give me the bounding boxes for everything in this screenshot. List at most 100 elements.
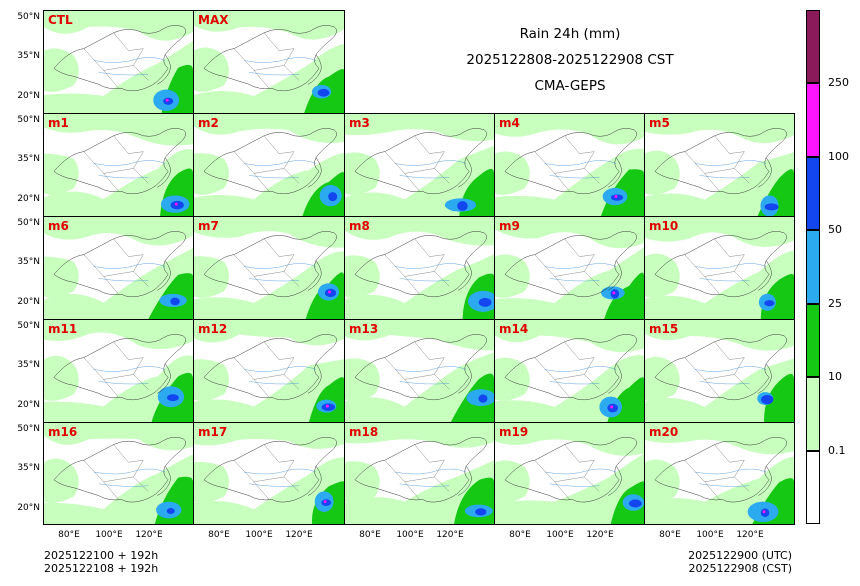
map-panel-m10: m10 bbox=[644, 216, 795, 320]
panel-label: m13 bbox=[349, 322, 379, 336]
colorbar-level-label: 50 bbox=[828, 223, 842, 237]
map-panel-m7: m7 bbox=[193, 216, 345, 320]
lon-tick-label: 80°E bbox=[659, 530, 681, 540]
colorbar-segment bbox=[806, 83, 820, 157]
panel-label: m16 bbox=[48, 425, 78, 439]
panel-label: m6 bbox=[48, 219, 69, 233]
panel-label: m2 bbox=[198, 116, 219, 130]
lat-tick-label: 50°N bbox=[17, 115, 40, 125]
lon-tick-label: 120°E bbox=[285, 530, 313, 540]
colorbar-segment bbox=[806, 303, 820, 378]
map-panel-m17: m17 bbox=[193, 422, 345, 525]
map-panel-m8: m8 bbox=[344, 216, 495, 320]
precip-map bbox=[345, 320, 494, 422]
lon-tick-label: 100°E bbox=[245, 530, 273, 540]
lat-tick-label: 50°N bbox=[17, 12, 40, 22]
panel-label: m5 bbox=[649, 116, 670, 130]
panel-label: m3 bbox=[349, 116, 370, 130]
colorbar-segment bbox=[806, 230, 820, 304]
precip-map bbox=[44, 217, 193, 319]
lon-tick-label: 100°E bbox=[696, 530, 724, 540]
lat-tick-label: 35°N bbox=[17, 463, 40, 473]
map-panel-m11: m11 bbox=[43, 319, 194, 423]
panel-label: m15 bbox=[649, 322, 679, 336]
panel-label: m17 bbox=[198, 425, 228, 439]
map-panel-m12: m12 bbox=[193, 319, 345, 423]
colorbar-segment bbox=[806, 156, 820, 231]
panel-label: m9 bbox=[499, 219, 520, 233]
lat-tick-label: 50°N bbox=[17, 218, 40, 228]
precip-map bbox=[44, 423, 193, 524]
map-panel-m2: m2 bbox=[193, 113, 345, 217]
colorbar-segment bbox=[806, 450, 820, 524]
title-model: CMA-GEPS bbox=[534, 78, 606, 94]
lat-tick-label: 20°N bbox=[17, 503, 40, 513]
precip-map bbox=[194, 423, 344, 524]
precip-map bbox=[44, 114, 193, 216]
lat-tick-label: 20°N bbox=[17, 91, 40, 101]
colorbar-level-label: 0.1 bbox=[828, 443, 846, 457]
footer-valid-utc: 2025122900 (UTC) bbox=[688, 549, 792, 562]
map-panel-m6: m6 bbox=[43, 216, 194, 320]
lon-tick-label: 80°E bbox=[359, 530, 381, 540]
panel-label: m19 bbox=[499, 425, 529, 439]
map-panel-m18: m18 bbox=[344, 422, 495, 525]
panel-label: m18 bbox=[349, 425, 379, 439]
colorbar-level-label: 250 bbox=[828, 76, 849, 90]
panel-label: m14 bbox=[499, 322, 529, 336]
map-panel-m13: m13 bbox=[344, 319, 495, 423]
precip-map bbox=[194, 114, 344, 216]
precip-map bbox=[645, 320, 794, 422]
precip-map bbox=[44, 320, 193, 422]
map-panel-m15: m15 bbox=[644, 319, 795, 423]
colorbar-level-label: 100 bbox=[828, 149, 849, 163]
precip-map bbox=[194, 217, 344, 319]
precip-map bbox=[194, 11, 344, 113]
footer-valid-time: 2025122900 (UTC) 2025122908 (CST) bbox=[680, 549, 792, 575]
title-variable: Rain 24h (mm) bbox=[519, 26, 621, 42]
precip-map bbox=[645, 114, 794, 216]
panel-label: CTL bbox=[48, 13, 73, 27]
panel-label: m1 bbox=[48, 116, 69, 130]
footer-init-utc: 2025122100 + 192h bbox=[44, 549, 159, 562]
lon-tick-label: 120°E bbox=[586, 530, 614, 540]
map-panel-m3: m3 bbox=[344, 113, 495, 217]
map-panel-m20: m20 bbox=[644, 422, 795, 525]
map-panel-ctl: CTL bbox=[43, 10, 194, 114]
footer-valid-cst: 2025122908 (CST) bbox=[688, 562, 792, 575]
lon-tick-label: 120°E bbox=[736, 530, 764, 540]
precip-map bbox=[495, 320, 644, 422]
panel-label: m10 bbox=[649, 219, 679, 233]
panel-label: m4 bbox=[499, 116, 520, 130]
precip-map bbox=[495, 114, 644, 216]
colorbar-level-label: 10 bbox=[828, 370, 842, 384]
lat-tick-label: 35°N bbox=[17, 257, 40, 267]
lon-tick-label: 100°E bbox=[396, 530, 424, 540]
lon-tick-label: 120°E bbox=[436, 530, 464, 540]
lat-tick-label: 35°N bbox=[17, 51, 40, 61]
lat-tick-label: 20°N bbox=[17, 297, 40, 307]
panel-label: m20 bbox=[649, 425, 679, 439]
panel-label: m7 bbox=[198, 219, 219, 233]
panel-label: m12 bbox=[198, 322, 228, 336]
precip-map bbox=[194, 320, 344, 422]
panel-label: MAX bbox=[198, 13, 229, 27]
map-panel-m1: m1 bbox=[43, 113, 194, 217]
lon-tick-label: 80°E bbox=[58, 530, 80, 540]
map-panel-m16: m16 bbox=[43, 422, 194, 525]
colorbar-segment bbox=[806, 377, 820, 451]
map-panel-m19: m19 bbox=[494, 422, 645, 525]
lon-tick-label: 100°E bbox=[546, 530, 574, 540]
precip-map bbox=[645, 217, 794, 319]
precip-map bbox=[645, 423, 794, 524]
map-panel-max: MAX bbox=[193, 10, 345, 114]
colorbar-segment bbox=[806, 10, 820, 84]
map-panel-m14: m14 bbox=[494, 319, 645, 423]
map-panel-m9: m9 bbox=[494, 216, 645, 320]
precip-map bbox=[345, 423, 494, 524]
precip-map bbox=[345, 217, 494, 319]
lat-tick-label: 20°N bbox=[17, 400, 40, 410]
map-panel-m4: m4 bbox=[494, 113, 645, 217]
lon-tick-label: 80°E bbox=[509, 530, 531, 540]
precip-map bbox=[495, 423, 644, 524]
